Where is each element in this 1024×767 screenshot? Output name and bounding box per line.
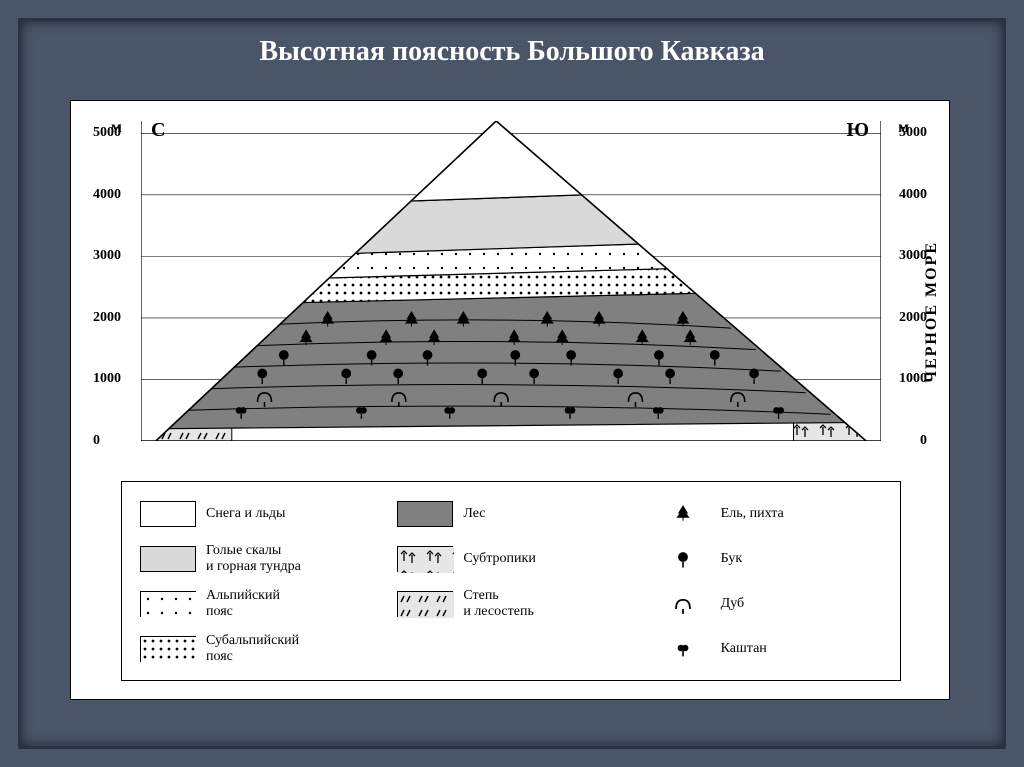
legend-item: Голые скалыи горная тундра <box>140 541 367 576</box>
legend-label: Субальпийскийпояс <box>206 633 299 664</box>
mountain-chart <box>141 121 881 441</box>
legend-item: Степьи лесостепь <box>397 586 624 621</box>
tick-right: 4000 <box>899 187 927 203</box>
tick-right: 0 <box>920 433 927 449</box>
tick-right: 3000 <box>899 248 927 264</box>
legend-symbol-item: Ель, пихта <box>655 496 882 531</box>
legend-label: Степьи лесостепь <box>463 588 534 619</box>
tick-left: 5000 <box>93 125 129 141</box>
legend-box: Снега и льды Лес Ель, пихта Голые скалыи го… <box>121 481 901 681</box>
legend-item: Альпийскийпояс <box>140 586 367 621</box>
legend-item: Субальпийскийпояс <box>140 631 367 666</box>
tick-left: 4000 <box>93 187 129 203</box>
legend-label: Лес <box>463 506 485 521</box>
tick-left: 3000 <box>93 248 129 264</box>
tick-left: 2000 <box>93 310 129 326</box>
slide-title: Высотная поясность Большого Кавказа <box>0 36 1024 68</box>
tick-left: 1000 <box>93 371 129 387</box>
tick-right: 2000 <box>899 310 927 326</box>
legend-symbol-item: Бук <box>655 541 882 576</box>
legend-symbol-item: Дуб <box>655 586 882 621</box>
tick-right: 1000 <box>899 371 927 387</box>
tick-right: 5000 <box>899 125 927 141</box>
legend-label: Бук <box>721 551 743 566</box>
legend-label: Голые скалыи горная тундра <box>206 543 301 574</box>
legend-label: Каштан <box>721 641 767 656</box>
tick-left: 0 <box>93 433 129 449</box>
legend-label: Субтропики <box>463 551 536 566</box>
legend-item: Субтропики <box>397 541 624 576</box>
legend-label: Снега и льды <box>206 506 285 521</box>
legend-label: Ель, пихта <box>721 506 784 521</box>
legend-item: Снега и льды <box>140 496 367 531</box>
diagram-panel: м м С Ю ЧЕРНОЕ МОРЕ 00100010002000200030… <box>70 100 950 700</box>
legend-symbol-item: Каштан <box>655 631 882 666</box>
legend-label: Альпийскийпояс <box>206 588 280 619</box>
legend-label: Дуб <box>721 596 745 611</box>
legend-item: Лес <box>397 496 624 531</box>
